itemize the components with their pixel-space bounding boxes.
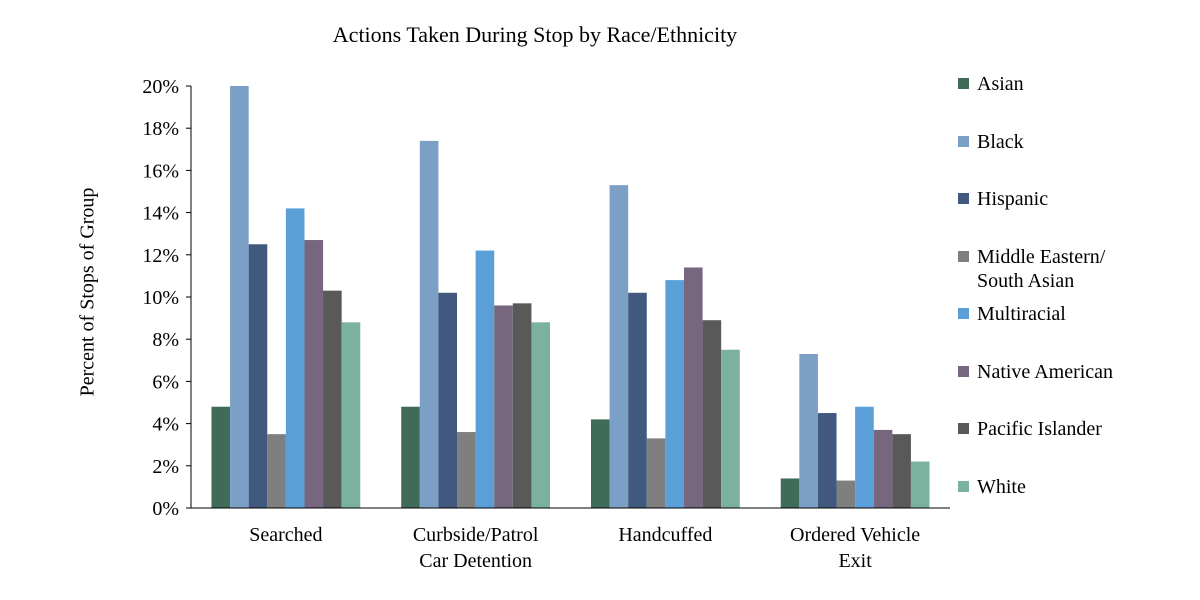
bar <box>438 292 458 508</box>
bar <box>665 280 684 508</box>
bar <box>267 434 286 508</box>
bar <box>799 353 818 508</box>
x-tick-label: Curbside/Patrol Car Detention <box>412 524 539 572</box>
legend-item: White <box>958 475 1026 499</box>
legend-label: Native American <box>977 360 1114 383</box>
x-tick-label: Handcuffed <box>618 524 713 546</box>
y-tick-label: 6% <box>152 371 179 393</box>
legend-label: Asian <box>977 73 1024 95</box>
legend-item: Hispanic <box>958 187 1048 211</box>
legend-swatch <box>958 78 969 89</box>
bar <box>836 480 856 508</box>
y-tick-label: 10% <box>142 287 179 309</box>
bar <box>457 432 476 508</box>
bar <box>531 322 551 508</box>
legend-item: Asian <box>958 72 1024 96</box>
bar <box>419 140 439 509</box>
y-tick-label: 14% <box>142 203 179 225</box>
bar <box>323 290 342 508</box>
y-tick-label: 18% <box>142 118 179 140</box>
y-tick-label: 20% <box>142 76 179 98</box>
bar <box>646 438 666 508</box>
x-tick-label: Searched <box>249 524 323 546</box>
bar <box>401 406 420 508</box>
legend-swatch <box>958 365 969 377</box>
y-tick-label: 12% <box>142 245 179 267</box>
legend-item: Middle Eastern/ South Asian <box>958 245 1105 293</box>
legend-item: Black <box>958 130 1024 154</box>
x-tick-label: Ordered Vehicle Exit <box>790 524 921 572</box>
bar <box>855 406 874 508</box>
bar <box>512 303 532 508</box>
bar <box>873 429 893 508</box>
bar <box>475 250 495 508</box>
bar <box>494 305 513 508</box>
bar <box>702 320 722 508</box>
y-tick-label: 0% <box>152 498 179 520</box>
legend-swatch <box>958 480 969 492</box>
legend-label: Black <box>977 130 1024 153</box>
legend-swatch <box>958 193 969 204</box>
y-tick-label: 2% <box>152 456 179 478</box>
bar <box>892 434 911 508</box>
bar <box>910 461 930 508</box>
bar <box>341 322 361 508</box>
bar <box>211 406 231 508</box>
y-tick-label: 4% <box>152 414 179 436</box>
y-tick-label: 16% <box>142 160 179 182</box>
legend-item: Native American <box>958 360 1113 384</box>
y-tick-label: 8% <box>152 329 179 351</box>
chart-title: Actions Taken During Stop by Race/Ethnic… <box>332 22 738 47</box>
bar <box>683 267 703 508</box>
legend-label: Hispanic <box>977 188 1049 210</box>
bar <box>230 86 249 508</box>
legend-item: Pacific Islander <box>958 417 1102 441</box>
legend-label: Middle Eastern/ South Asian <box>977 245 1106 292</box>
legend-label: Multiracial <box>977 303 1066 325</box>
bar <box>721 349 740 508</box>
legend-swatch <box>958 308 969 319</box>
bar <box>609 185 629 509</box>
bar <box>248 244 268 508</box>
legend-swatch <box>958 250 969 262</box>
legend-item: Multiracial <box>958 302 1066 326</box>
legend-swatch <box>958 423 969 434</box>
bar <box>817 413 837 508</box>
bar <box>285 208 305 508</box>
bar <box>590 419 610 508</box>
legend-label: Pacific Islander <box>977 418 1102 440</box>
bar <box>628 292 647 508</box>
legend-label: White <box>977 475 1026 498</box>
bar <box>780 478 800 508</box>
bar <box>304 240 324 508</box>
legend-swatch <box>958 135 969 147</box>
